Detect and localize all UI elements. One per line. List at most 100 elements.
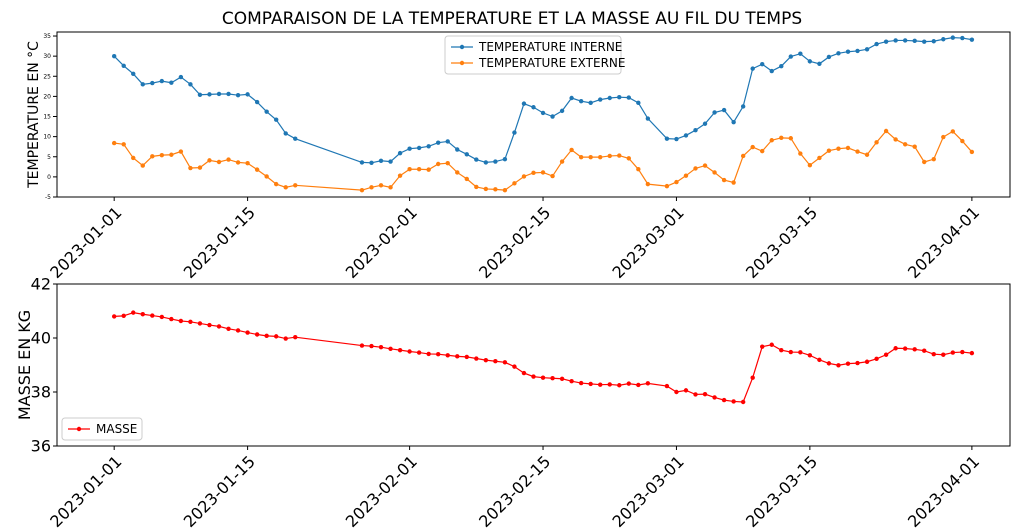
data-point bbox=[760, 61, 765, 67]
data-point bbox=[140, 82, 145, 87]
data-point bbox=[807, 163, 813, 168]
data-point bbox=[712, 395, 717, 400]
data-point bbox=[922, 39, 927, 44]
data-point bbox=[874, 356, 879, 361]
data-point bbox=[416, 350, 422, 355]
data-point bbox=[540, 375, 546, 380]
data-point bbox=[121, 142, 126, 147]
data-point bbox=[388, 185, 393, 190]
data-point bbox=[169, 152, 174, 157]
data-point bbox=[645, 116, 651, 121]
data-point bbox=[121, 63, 126, 69]
data-point bbox=[140, 163, 145, 168]
data-point bbox=[293, 136, 298, 141]
data-point bbox=[598, 154, 603, 160]
data-point bbox=[226, 157, 231, 162]
data-point bbox=[883, 39, 889, 44]
data-point bbox=[874, 41, 879, 47]
data-point bbox=[445, 353, 450, 358]
data-point bbox=[188, 82, 193, 87]
data-point bbox=[264, 174, 269, 179]
data-point bbox=[207, 92, 212, 97]
y-axis-label: TEMPERATURE EN °C bbox=[26, 41, 42, 189]
data-point bbox=[740, 104, 746, 109]
data-point bbox=[521, 174, 527, 179]
x-tick-label: 2023-04-01 bbox=[904, 452, 983, 531]
data-point bbox=[150, 80, 155, 86]
data-point bbox=[188, 319, 193, 324]
data-point bbox=[235, 160, 241, 165]
data-point bbox=[950, 35, 956, 40]
data-point bbox=[760, 344, 765, 349]
data-point bbox=[626, 156, 631, 161]
y-tick-label: 0 bbox=[47, 174, 51, 181]
data-point bbox=[178, 149, 184, 154]
plot-frame bbox=[56, 283, 1011, 447]
data-point bbox=[826, 54, 832, 60]
data-point bbox=[273, 334, 279, 339]
data-point bbox=[264, 109, 269, 114]
legend-marker bbox=[459, 60, 465, 66]
data-point bbox=[740, 153, 746, 159]
data-point bbox=[578, 154, 584, 160]
legend-marker bbox=[459, 44, 465, 50]
data-point bbox=[922, 159, 927, 165]
data-point bbox=[521, 101, 527, 106]
data-point bbox=[636, 100, 641, 106]
data-point bbox=[912, 144, 917, 149]
legend-label: MASSE bbox=[96, 422, 137, 436]
data-point bbox=[683, 388, 689, 393]
data-point bbox=[674, 136, 679, 142]
x-tick-label: 2023-02-15 bbox=[475, 203, 554, 282]
data-point bbox=[607, 153, 612, 159]
data-point bbox=[369, 185, 374, 190]
data-point bbox=[855, 149, 860, 154]
data-point bbox=[540, 170, 546, 175]
data-point bbox=[617, 94, 622, 100]
legend-marker bbox=[76, 426, 82, 432]
data-point bbox=[826, 148, 832, 153]
data-point bbox=[683, 173, 689, 178]
chart-title: COMPARAISON DE LA TEMPERATURE ET LA MASS… bbox=[222, 9, 802, 29]
data-point bbox=[779, 64, 784, 69]
data-point bbox=[150, 313, 155, 318]
data-point bbox=[855, 360, 860, 366]
y-tick-label: 25 bbox=[43, 73, 51, 80]
x-tick-label: 2023-02-01 bbox=[342, 203, 421, 282]
y-tick-label: 15 bbox=[43, 114, 51, 121]
data-point bbox=[388, 346, 393, 351]
data-point bbox=[416, 167, 422, 172]
data-point bbox=[445, 139, 450, 144]
data-point bbox=[807, 353, 813, 358]
data-point bbox=[121, 313, 126, 319]
data-point bbox=[674, 179, 679, 185]
data-point bbox=[636, 382, 641, 388]
data-point bbox=[950, 350, 956, 355]
data-point bbox=[245, 92, 250, 97]
data-point bbox=[798, 151, 803, 156]
data-point bbox=[941, 37, 946, 42]
data-point bbox=[931, 352, 936, 357]
data-point bbox=[836, 363, 841, 368]
data-point bbox=[731, 399, 736, 404]
data-point bbox=[169, 316, 174, 322]
data-point bbox=[502, 187, 508, 193]
data-point bbox=[445, 160, 450, 166]
data-point bbox=[588, 381, 593, 387]
data-point bbox=[893, 346, 898, 351]
y-tick-label: 30 bbox=[43, 53, 51, 60]
data-point bbox=[397, 347, 403, 353]
data-point bbox=[159, 152, 165, 158]
data-point bbox=[397, 173, 403, 178]
data-point bbox=[788, 54, 794, 59]
data-point bbox=[464, 176, 469, 182]
data-point bbox=[426, 351, 431, 357]
data-point bbox=[436, 161, 441, 167]
data-point bbox=[150, 154, 155, 159]
data-point bbox=[378, 344, 384, 350]
data-point bbox=[169, 80, 174, 85]
y-tick-label: 10 bbox=[43, 134, 51, 141]
data-point bbox=[512, 181, 517, 186]
data-point bbox=[893, 137, 898, 142]
data-point bbox=[359, 343, 365, 348]
